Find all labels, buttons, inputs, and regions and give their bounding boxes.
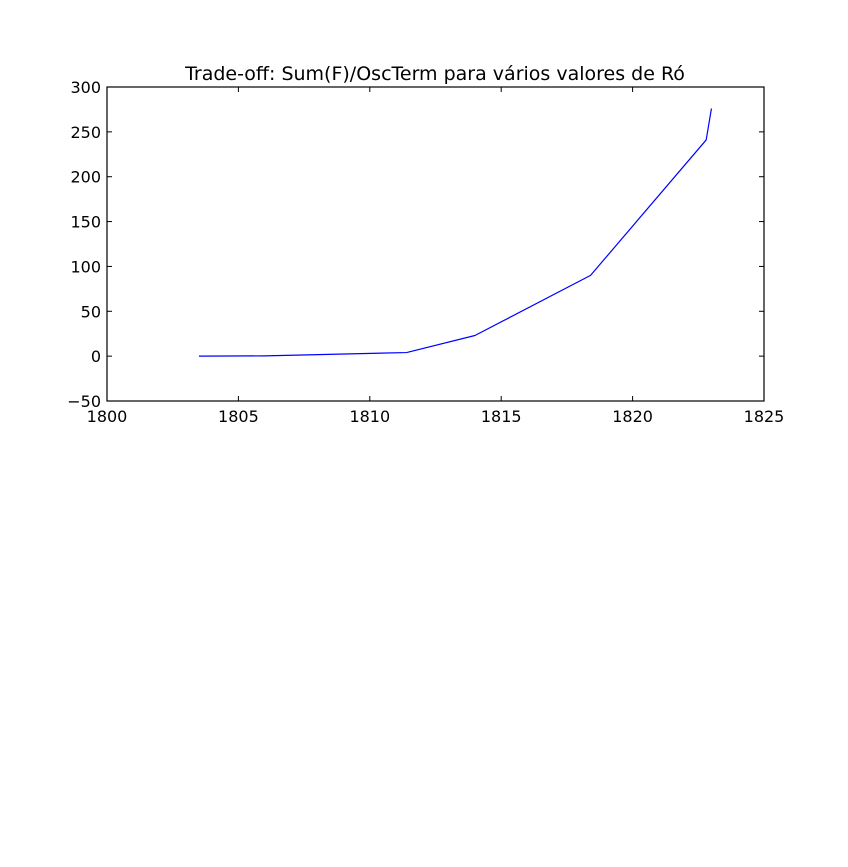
y-tick-label: 300 — [70, 78, 101, 97]
y-tick-label: −50 — [67, 392, 101, 411]
y-tick-label: 150 — [70, 213, 101, 232]
axes-frame — [106, 86, 765, 402]
y-tick-label: 250 — [70, 123, 101, 142]
x-tick-label: 1815 — [481, 407, 522, 426]
chart-title: Trade-off: Sum(F)/OscTerm para vários va… — [184, 63, 685, 85]
y-tick-label: 100 — [70, 257, 101, 276]
series-line-0 — [198, 108, 713, 357]
x-tick-label: 1805 — [218, 407, 259, 426]
y-tick-label: 0 — [91, 347, 101, 366]
x-tick-label: 1800 — [87, 407, 128, 426]
x-tick-label: 1810 — [349, 407, 390, 426]
x-tick-label: 1820 — [612, 407, 653, 426]
y-tick-label: 200 — [70, 168, 101, 187]
x-tick-label: 1825 — [744, 407, 785, 426]
plot-area: 1800 1805 1810 1815 1820 1825 −50 0 50 100 150 200 2… — [67, 78, 784, 426]
y-tick-label: 50 — [81, 302, 101, 321]
